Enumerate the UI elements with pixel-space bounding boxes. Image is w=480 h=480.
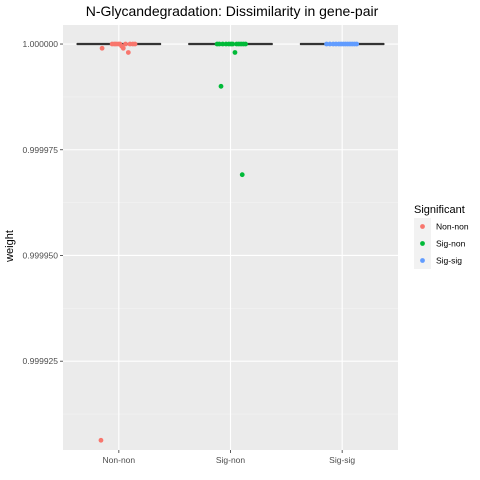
chart-title: N-Glycandegradation: Dissimilarity in ge… bbox=[86, 3, 379, 19]
legend-title: Significant bbox=[414, 204, 465, 216]
data-point bbox=[230, 41, 236, 47]
data-point bbox=[98, 437, 104, 443]
data-point bbox=[123, 41, 128, 47]
y-tick-label: 0.999950 bbox=[23, 250, 59, 260]
data-point bbox=[132, 41, 138, 47]
y-tick-label: 1.000000 bbox=[23, 39, 59, 49]
data-point bbox=[243, 41, 248, 47]
data-point bbox=[120, 45, 126, 51]
legend: Significant Non-non Sig-non Sig-sig bbox=[414, 204, 469, 269]
data-point bbox=[327, 41, 333, 47]
data-point bbox=[125, 50, 131, 55]
x-axis: Non-non Sig-non Sig-sig bbox=[103, 450, 355, 465]
data-point bbox=[220, 41, 226, 47]
y-axis-label: weight bbox=[4, 230, 16, 263]
y-axis: 0.999925 0.999950 0.999975 1.000000 bbox=[23, 39, 63, 366]
legend-label: Non-non bbox=[436, 222, 469, 232]
y-tick-label: 0.999975 bbox=[23, 145, 59, 155]
data-point bbox=[354, 41, 360, 47]
legend-key-point bbox=[420, 258, 425, 263]
x-tick-label: Non-non bbox=[103, 455, 136, 465]
data-point bbox=[218, 83, 224, 89]
data-point bbox=[232, 50, 238, 55]
data-point bbox=[99, 45, 105, 51]
legend-label: Sig-non bbox=[436, 239, 466, 249]
legend-key-point bbox=[420, 241, 425, 246]
x-tick-label: Sig-sig bbox=[329, 455, 355, 465]
data-point bbox=[216, 41, 222, 47]
legend-key-point bbox=[420, 224, 425, 229]
data-point bbox=[324, 41, 329, 47]
y-tick-label: 0.999925 bbox=[23, 356, 59, 366]
x-tick-label: Sig-non bbox=[216, 455, 246, 465]
legend-label: Sig-sig bbox=[436, 256, 462, 266]
jitter-points bbox=[98, 41, 360, 443]
data-point bbox=[239, 172, 245, 178]
